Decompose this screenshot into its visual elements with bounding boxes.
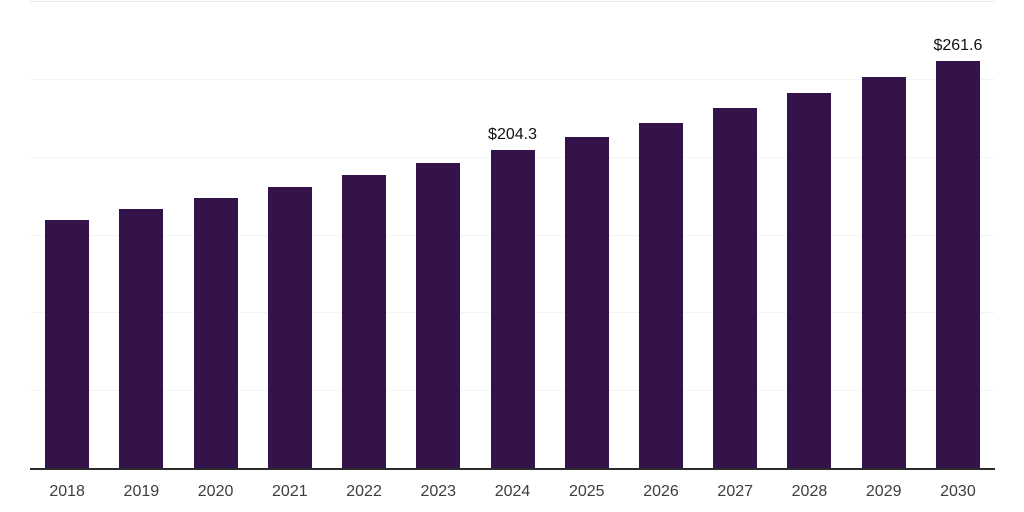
bar-2019: [119, 209, 164, 468]
bar-2024: [490, 150, 535, 468]
x-tick-2024: 2024: [494, 483, 531, 500]
bar-2030: [935, 60, 980, 468]
x-tick-2028: 2028: [791, 483, 828, 500]
bar-2018: [45, 219, 90, 468]
data-label-2024: $204.3: [488, 126, 537, 143]
bar-band-2026: [624, 1, 698, 468]
plot-area: $204.3 $261.6: [30, 1, 995, 470]
bar-band-2024: $204.3: [475, 1, 549, 468]
bars: $204.3 $261.6: [30, 1, 995, 468]
x-tick-2018: 2018: [49, 483, 85, 500]
bar-band-2023: [401, 1, 475, 468]
bar-2023: [416, 162, 461, 468]
x-tick-2030: 2030: [940, 483, 976, 500]
bar-2027: [713, 107, 758, 468]
x-tick-2027: 2027: [717, 483, 754, 500]
bar-band-2021: [253, 1, 327, 468]
bar-band-2025: [550, 1, 624, 468]
bar-band-2027: [698, 1, 772, 468]
bar-band-2029: [847, 1, 921, 468]
x-axis: 2018 2019 2020 2021 2022 2023 2024 2025 2026 2027…: [30, 483, 995, 501]
bar-2025: [564, 136, 609, 468]
bar-band-2019: [104, 1, 178, 468]
gridline: [30, 78, 995, 80]
x-tick-2022: 2022: [346, 483, 382, 500]
bar-band-2020: [178, 1, 252, 468]
bar-band-2030: $261.6: [921, 1, 995, 468]
x-tick-2019: 2019: [123, 483, 160, 500]
x-tick-2025: 2025: [568, 483, 605, 500]
x-tick-2026: 2026: [643, 483, 679, 500]
bar-band-2022: [327, 1, 401, 468]
bar-2026: [638, 122, 683, 468]
x-tick-2021: 2021: [272, 483, 308, 500]
bar-band-2018: [30, 1, 104, 468]
x-tick-2023: 2023: [420, 483, 457, 500]
bar-2029: [861, 77, 906, 468]
x-tick-2029: 2029: [865, 483, 902, 500]
gridline: [30, 1, 995, 2]
bar-2022: [342, 175, 387, 468]
x-tick-2020: 2020: [197, 483, 234, 500]
bar-2021: [267, 187, 312, 468]
bar-2020: [193, 198, 238, 468]
bar-2028: [787, 93, 832, 468]
data-label-2030: $261.6: [933, 36, 983, 54]
bar-band-2028: [772, 1, 846, 468]
